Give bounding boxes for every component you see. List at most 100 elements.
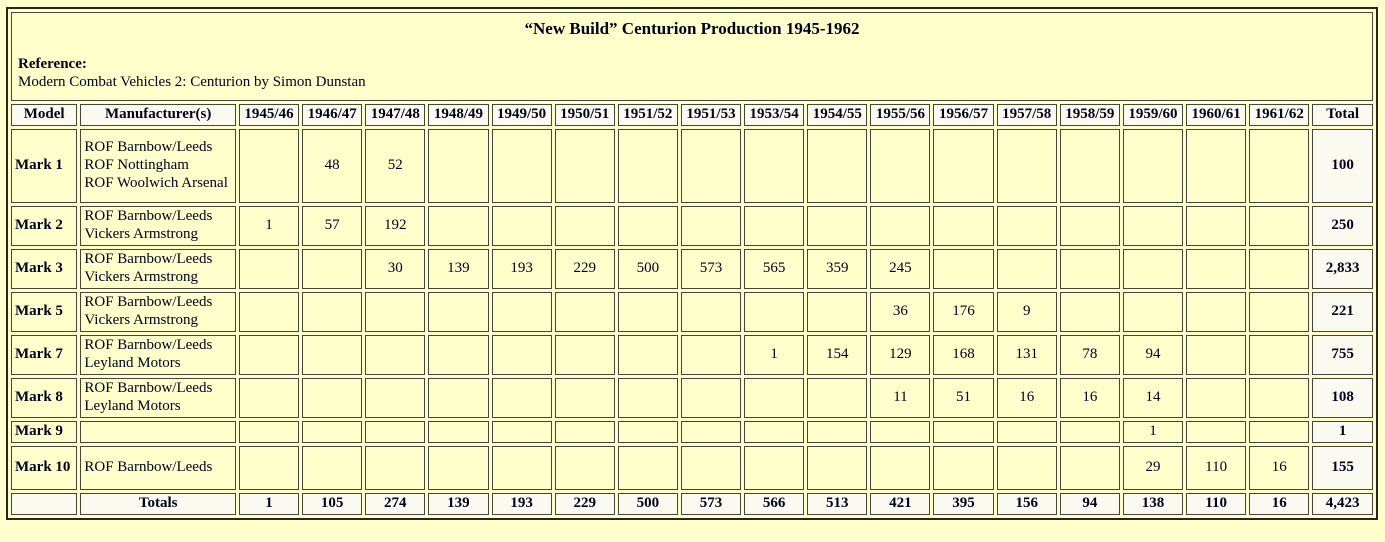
- model-cell: Mark 1: [11, 129, 78, 203]
- column-header-1954-55: 1954/55: [807, 104, 868, 126]
- year-value-cell: [1249, 335, 1310, 375]
- manufacturers-cell: [80, 421, 236, 443]
- row-total-cell: 100: [1312, 129, 1373, 203]
- manufacturers-cell: ROF Barnbow/Leeds Vickers Armstrong: [80, 292, 236, 332]
- year-value-cell: [554, 378, 615, 418]
- year-value-cell: [1059, 249, 1120, 289]
- column-header-1946-47: 1946/47: [302, 104, 363, 126]
- year-value-cell: [680, 378, 742, 418]
- reference-label: Reference:: [18, 56, 87, 73]
- year-value-cell: 565: [744, 249, 805, 289]
- table-row-mark-8: Mark 8 ROF Barnbow/Leeds Leyland Motors 11…: [11, 378, 1373, 418]
- year-value-cell: [302, 249, 363, 289]
- column-header-1956-57: 1956/57: [933, 104, 994, 126]
- year-value-cell: [617, 292, 678, 332]
- year-value-cell: [933, 206, 994, 246]
- manufacturers-cell: ROF Barnbow/Leeds Leyland Motors: [80, 335, 236, 375]
- column-header-1960-61: 1960/61: [1186, 104, 1247, 126]
- year-value-cell: [870, 445, 931, 490]
- year-value-cell: [1186, 335, 1247, 375]
- column-header-manufacturer-s: Manufacturer(s): [80, 104, 236, 126]
- year-value-cell: [428, 421, 489, 443]
- year-value-cell: 78: [1059, 335, 1120, 375]
- column-header-1947-48: 1947/48: [365, 104, 426, 126]
- column-header-1945-46: 1945/46: [238, 104, 300, 126]
- year-value-cell: [680, 445, 742, 490]
- year-value-cell: 57: [302, 206, 363, 246]
- totals-year-cell: 139: [428, 492, 489, 515]
- year-value-cell: [933, 445, 994, 490]
- year-value-cell: [1249, 378, 1310, 418]
- year-value-cell: [744, 292, 805, 332]
- year-value-cell: 1: [744, 335, 805, 375]
- year-value-cell: 14: [1122, 378, 1184, 418]
- year-value-cell: [1122, 206, 1184, 246]
- year-value-cell: 16: [1249, 445, 1310, 490]
- year-value-cell: 193: [491, 249, 552, 289]
- totals-year-cell: 513: [807, 492, 868, 515]
- year-value-cell: [933, 421, 994, 443]
- year-value-cell: [1122, 249, 1184, 289]
- year-value-cell: 16: [996, 378, 1057, 418]
- year-value-cell: [238, 292, 300, 332]
- totals-year-cell: 105: [302, 492, 363, 515]
- totals-year-cell: 421: [870, 492, 931, 515]
- year-value-cell: [302, 421, 363, 443]
- year-value-cell: [554, 335, 615, 375]
- column-header-1951-53: 1951/53: [680, 104, 742, 126]
- totals-row: Totals 1 105 274 139 193 229 500 573 566 513 421 395…: [11, 492, 1373, 515]
- year-value-cell: [238, 249, 300, 289]
- year-value-cell: [302, 335, 363, 375]
- row-total-cell: 108: [1312, 378, 1373, 418]
- year-value-cell: [1186, 249, 1247, 289]
- year-value-cell: [617, 129, 678, 203]
- year-value-cell: 1: [1122, 421, 1184, 443]
- year-value-cell: [302, 292, 363, 332]
- row-total-cell: 250: [1312, 206, 1373, 246]
- year-value-cell: [1059, 445, 1120, 490]
- year-value-cell: [744, 421, 805, 443]
- year-value-cell: [491, 421, 552, 443]
- totals-year-cell: 274: [365, 492, 426, 515]
- column-header-model: Model: [11, 104, 78, 126]
- year-value-cell: [807, 292, 868, 332]
- year-value-cell: 176: [933, 292, 994, 332]
- year-value-cell: 36: [870, 292, 931, 332]
- model-cell: Mark 10: [11, 445, 78, 490]
- year-value-cell: [807, 421, 868, 443]
- year-value-cell: [870, 129, 931, 203]
- year-value-cell: 29: [1122, 445, 1184, 490]
- year-value-cell: 500: [617, 249, 678, 289]
- manufacturers-cell: ROF Barnbow/Leeds: [80, 445, 236, 490]
- year-value-cell: [1186, 129, 1247, 203]
- year-value-cell: [1059, 129, 1120, 203]
- model-cell: Mark 9: [11, 421, 78, 443]
- year-value-cell: [1249, 206, 1310, 246]
- year-value-cell: [807, 129, 868, 203]
- year-value-cell: [238, 445, 300, 490]
- column-header-1958-59: 1958/59: [1059, 104, 1120, 126]
- year-value-cell: 359: [807, 249, 868, 289]
- year-value-cell: [807, 206, 868, 246]
- reference-text: Modern Combat Vehicles 2: Centurion by S…: [18, 73, 366, 90]
- title-row: “New Build” Centurion Production 1945-19…: [11, 12, 1373, 101]
- year-value-cell: [365, 335, 426, 375]
- column-header-1961-62: 1961/62: [1249, 104, 1310, 126]
- table-row-mark-9: Mark 9 1 1: [11, 421, 1373, 443]
- year-value-cell: [617, 378, 678, 418]
- year-value-cell: [996, 421, 1057, 443]
- column-header-1950-51: 1950/51: [554, 104, 615, 126]
- year-value-cell: [238, 378, 300, 418]
- row-total-cell: 221: [1312, 292, 1373, 332]
- year-value-cell: [1059, 292, 1120, 332]
- year-value-cell: 110: [1186, 445, 1247, 490]
- year-value-cell: [1186, 421, 1247, 443]
- year-value-cell: [554, 292, 615, 332]
- totals-year-cell: 16: [1249, 492, 1310, 515]
- year-value-cell: [744, 378, 805, 418]
- column-header-1955-56: 1955/56: [870, 104, 931, 126]
- page-title: “New Build” Centurion Production 1945-19…: [524, 19, 860, 38]
- year-value-cell: [491, 129, 552, 203]
- year-value-cell: [238, 421, 300, 443]
- year-value-cell: [680, 335, 742, 375]
